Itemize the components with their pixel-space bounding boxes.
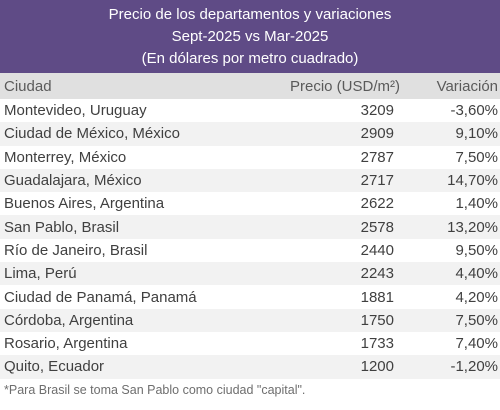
price-cell: 2622 <box>360 195 394 213</box>
footnote: *Para Brasil se toma San Pablo como ciud… <box>4 382 306 397</box>
table-unit-note: (En dólares por metro cuadrado) <box>141 49 359 67</box>
variation-cell: 13,20% <box>402 215 500 239</box>
city-cell: Lima, Perú <box>0 262 282 286</box>
variation-cell: -3,60% <box>450 102 498 120</box>
city-cell: Monterrey, México <box>4 148 127 166</box>
table-row: San Pablo, Brasil 2578 13,20% <box>0 215 500 239</box>
variation-cell: 14,70% <box>402 168 500 193</box>
city-cell: Rosario, Argentina <box>4 335 128 353</box>
variation-cell: 4,40% <box>402 262 500 286</box>
table-row: Río de Janeiro, Brasil 2440 9,50% <box>0 239 500 262</box>
price-cell: 2717 <box>282 168 402 193</box>
variation-cell: 9,50% <box>455 241 498 259</box>
variation-cell: 7,40% <box>455 335 498 353</box>
city-cell: Río de Janeiro, Brasil <box>4 241 148 259</box>
city-cell: Ciudad de Panamá, Panamá <box>4 288 197 306</box>
variation-cell: 7,50% <box>402 308 500 332</box>
city-cell: San Pablo, Brasil <box>0 215 282 239</box>
price-cell: 2909 <box>282 122 402 146</box>
table-row: Monterrey, México 2787 7,50% <box>0 146 500 169</box>
table-title: Precio de los departamentos y variacione… <box>108 5 392 23</box>
table-row: Ciudad de México, México 2909 9,10% <box>0 122 500 146</box>
variation-cell: -1,20% <box>402 355 500 379</box>
price-cell: 2787 <box>360 148 394 166</box>
price-cell: 1733 <box>360 335 394 353</box>
price-cell: 1881 <box>360 288 394 306</box>
price-cell: 2440 <box>360 241 394 259</box>
price-cell: 2243 <box>282 262 402 286</box>
variation-cell: 1,40% <box>455 195 498 213</box>
table-row: Quito, Ecuador 1200 -1,20% <box>0 355 500 379</box>
table-row: Ciudad de Panamá, Panamá 1881 4,20% <box>0 285 500 308</box>
table-row: Rosario, Argentina 1733 7,40% <box>0 332 500 355</box>
table-row: Lima, Perú 2243 4,40% <box>0 262 500 286</box>
city-cell: Montevideo, Uruguay <box>4 102 147 120</box>
price-cell: 1750 <box>282 308 402 332</box>
city-cell: Córdoba, Argentina <box>0 308 282 332</box>
variation-cell: 9,10% <box>402 122 500 146</box>
city-cell: Buenos Aires, Argentina <box>4 195 165 213</box>
price-cell: 2578 <box>282 215 402 239</box>
column-header-city: Ciudad <box>0 73 282 99</box>
column-header-price: Precio (USD/m²) <box>282 73 402 99</box>
table-row: Córdoba, Argentina 1750 7,50% <box>0 308 500 332</box>
city-cell: Quito, Ecuador <box>0 355 282 379</box>
price-cell: 3209 <box>360 102 394 120</box>
table-period: Sept-2025 vs Mar-2025 <box>171 27 329 45</box>
city-cell: Ciudad de México, México <box>0 122 282 146</box>
price-cell: 1200 <box>282 355 402 379</box>
price-table: Ciudad Precio (USD/m²) Variación Montevi… <box>0 73 500 379</box>
table-row: Buenos Aires, Argentina 2622 1,40% <box>0 192 500 215</box>
table-header-banner: Precio de los departamentos y variacione… <box>0 0 500 73</box>
table-row: Guadalajara, México 2717 14,70% <box>0 168 500 193</box>
column-header-variation: Variación <box>402 73 500 99</box>
table-row: Montevideo, Uruguay 3209 -3,60% <box>0 99 500 122</box>
city-cell: Guadalajara, México <box>0 168 282 193</box>
column-header-row: Ciudad Precio (USD/m²) Variación <box>0 73 500 99</box>
variation-cell: 4,20% <box>455 288 498 306</box>
variation-cell: 7,50% <box>455 148 498 166</box>
